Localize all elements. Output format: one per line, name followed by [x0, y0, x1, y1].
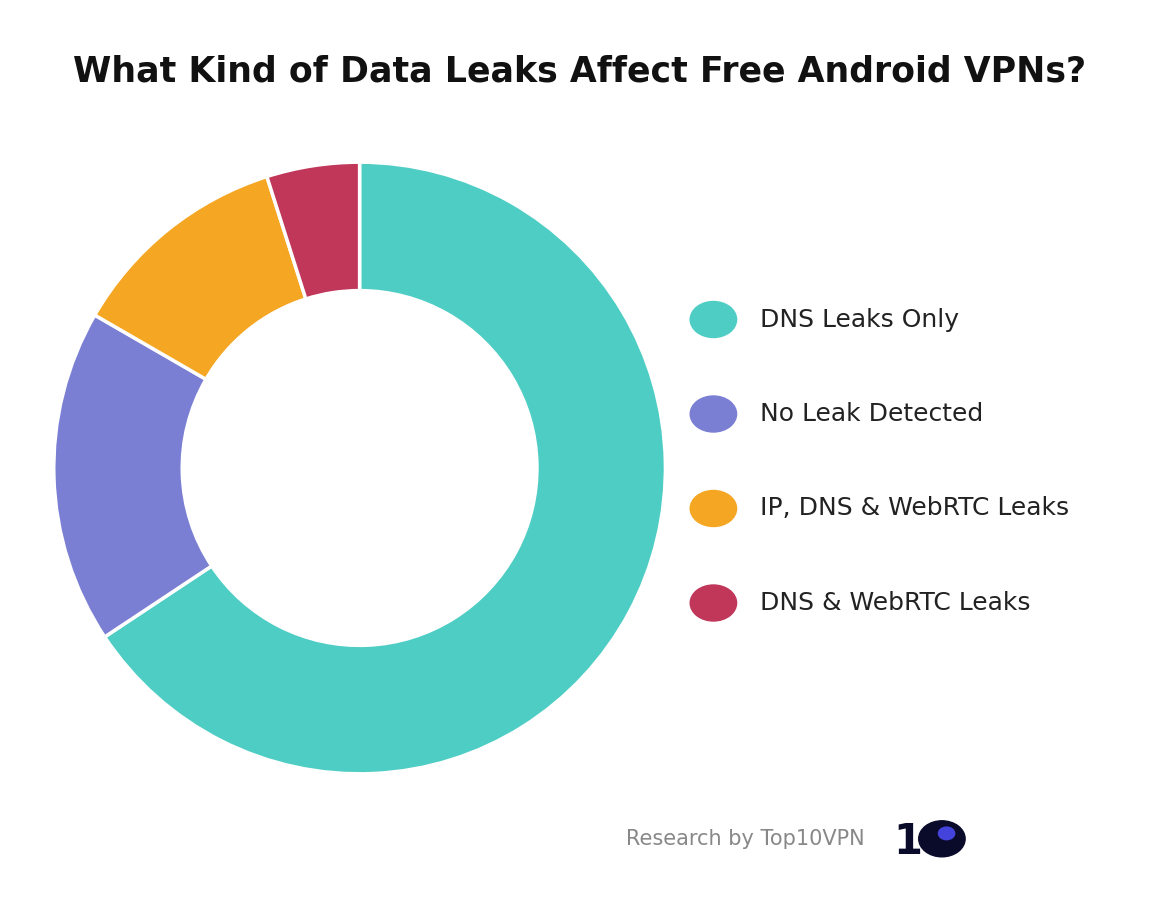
Text: DNS Leaks Only: DNS Leaks Only — [760, 308, 959, 331]
Text: What Kind of Data Leaks Affect Free Android VPNs?: What Kind of Data Leaks Affect Free Andr… — [73, 55, 1087, 89]
Wedge shape — [53, 315, 212, 637]
Wedge shape — [95, 176, 306, 379]
Wedge shape — [267, 162, 360, 299]
Text: 1: 1 — [893, 821, 922, 862]
Text: No Leak Detected: No Leak Detected — [760, 402, 983, 426]
Wedge shape — [104, 162, 666, 774]
Text: DNS & WebRTC Leaks: DNS & WebRTC Leaks — [760, 591, 1030, 615]
Text: IP, DNS & WebRTC Leaks: IP, DNS & WebRTC Leaks — [760, 497, 1068, 520]
Text: Research by Top10VPN: Research by Top10VPN — [625, 829, 864, 849]
